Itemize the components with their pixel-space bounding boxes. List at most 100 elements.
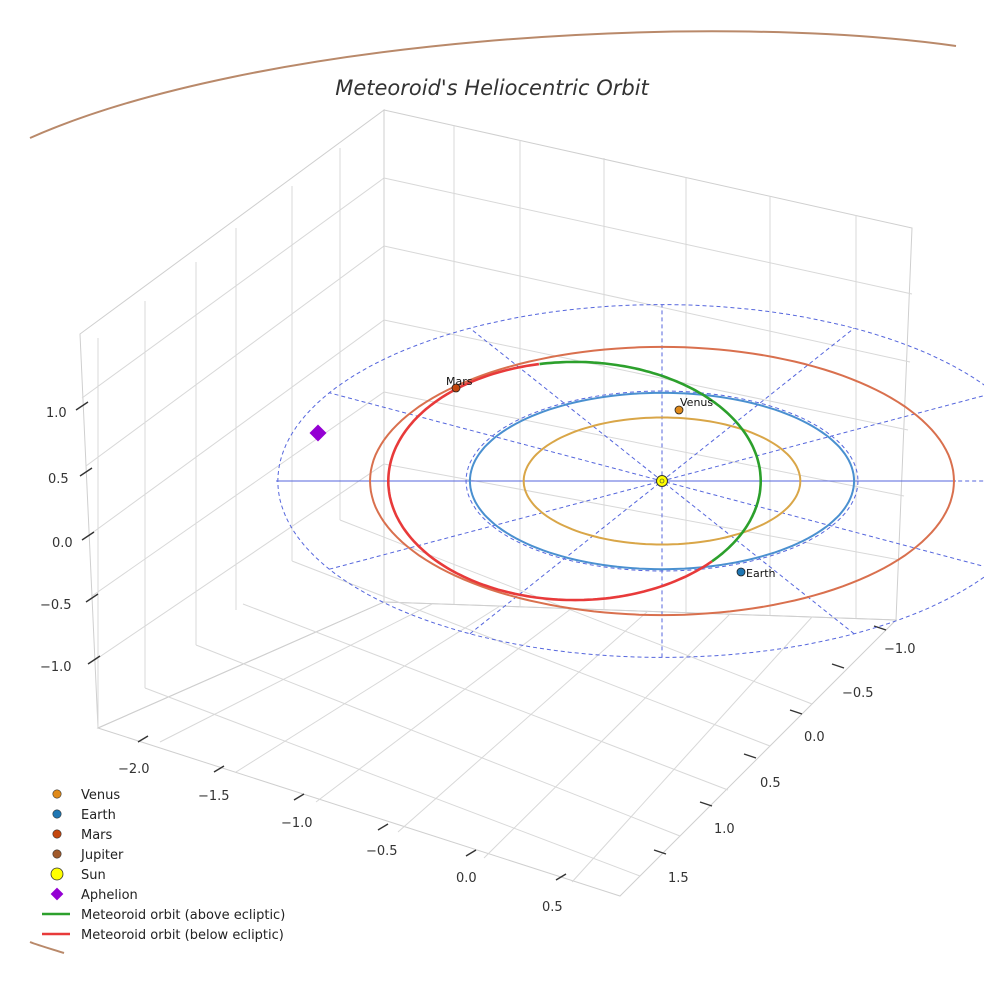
tick-mark (831, 663, 845, 669)
ecliptic-reference-grid (276, 304, 984, 658)
y-tick-labels: −1.0 −0.5 0.0 0.5 1.0 1.5 (668, 642, 916, 886)
axes-box (75, 109, 913, 897)
x-tick-label: −1.0 (281, 816, 313, 831)
mars-orbit (368, 345, 955, 617)
jupiter-orbit-arc-bottom (29, 941, 65, 954)
z-tick-label: 1.0 (46, 406, 67, 421)
tick-mark (555, 873, 567, 881)
tick-mark (377, 823, 389, 831)
tick-mark (743, 753, 757, 759)
grid-line (81, 177, 385, 399)
legend-marker-mars (52, 829, 62, 839)
venus-marker (674, 405, 684, 415)
tick-mark (789, 709, 803, 715)
x-tick-labels: −2.0 −1.5 −1.0 −0.5 0.0 0.5 (118, 762, 563, 915)
legend-marker-earth (52, 809, 62, 819)
celestial-bodies: Venus Earth Mars (309, 375, 776, 580)
tick-mark (699, 801, 713, 807)
grid-line (315, 607, 573, 803)
grid-line (242, 603, 729, 791)
back-right-pane-grid (383, 109, 913, 621)
earth-label: Earth (746, 567, 776, 580)
grid-line (483, 613, 731, 859)
z-tick-marks (75, 401, 101, 665)
floor-pane (96, 601, 898, 897)
z-tick-label: −0.5 (40, 598, 72, 613)
meteoroid-orbit (387, 360, 762, 602)
grid-line (85, 245, 385, 467)
legend-label: Meteoroid orbit (above ecliptic) (81, 908, 285, 923)
chart-title: Meteoroid's Heliocentric Orbit (335, 76, 649, 100)
floor-pane-grid (96, 519, 898, 897)
legend-label: Jupiter (80, 848, 124, 863)
grid-line (235, 605, 501, 773)
z-tick-label: 0.5 (48, 472, 69, 487)
tick-mark (87, 655, 101, 665)
grid-line (87, 319, 385, 537)
y-tick-label: 0.5 (760, 776, 781, 791)
legend-marker-aphelion (50, 887, 64, 901)
legend-label: Venus (81, 788, 120, 803)
x-tick-label: −0.5 (366, 844, 398, 859)
y-tick-label: 0.0 (804, 730, 825, 745)
legend-marker-jupiter (52, 849, 62, 859)
sun-core (659, 478, 665, 484)
y-tick-label: −0.5 (842, 686, 874, 701)
x-tick-label: 0.0 (456, 871, 477, 886)
grid-line (397, 610, 649, 833)
grid-line (383, 177, 913, 295)
z-tick-label: 0.0 (52, 536, 73, 551)
sun-marker (656, 475, 668, 487)
legend-marker-venus (52, 789, 62, 799)
z-tick-label: −1.0 (40, 660, 72, 675)
tick-mark (79, 467, 93, 477)
tick-mark (81, 531, 95, 541)
grid-line (383, 391, 905, 497)
tick-mark (75, 401, 89, 411)
grid-line (159, 603, 433, 743)
y-tick-label: 1.5 (668, 871, 689, 886)
x-tick-label: −1.5 (198, 789, 230, 804)
grid-line (144, 687, 641, 877)
legend-label: Aphelion (81, 888, 138, 903)
legend-marker-sun (50, 867, 64, 881)
tick-mark (873, 625, 887, 631)
y-tick-label: 1.0 (714, 822, 735, 837)
grid-line (571, 616, 813, 883)
y-tick-marks (653, 625, 887, 855)
legend-label: Sun (81, 868, 106, 883)
venus-orbit (522, 416, 802, 546)
x-tick-label: 0.5 (542, 900, 563, 915)
back-left-pane-grid (79, 109, 385, 729)
jupiter-orbit (29, 30, 957, 954)
earth-orbit (468, 391, 856, 571)
earth-marker (736, 567, 746, 577)
tick-mark (465, 849, 477, 857)
legend: Venus Earth Mars Jupiter Sun Aphelion Meteoroi… (42, 788, 285, 943)
grid-line (291, 560, 771, 747)
tick-mark (293, 793, 305, 801)
tick-mark (137, 735, 149, 743)
meteoroid-orbit-above (539, 360, 762, 563)
tick-mark (653, 849, 667, 855)
grid-line (383, 463, 901, 561)
grid-line (339, 519, 813, 705)
tick-mark (213, 765, 225, 773)
aphelion-marker (309, 424, 327, 442)
planet-orbits (368, 345, 955, 617)
legend-label: Meteoroid orbit (below ecliptic) (81, 928, 284, 943)
z-tick-labels: 1.0 0.5 0.0 −0.5 −1.0 (40, 406, 73, 675)
legend-label: Mars (81, 828, 113, 843)
tick-mark (85, 593, 99, 603)
x-tick-label: −2.0 (118, 762, 150, 777)
grid-line (383, 319, 909, 431)
x-tick-marks (137, 735, 567, 881)
grid-line (94, 463, 385, 661)
mars-marker (451, 383, 461, 393)
grid-line (383, 245, 911, 363)
grid-line (195, 644, 681, 837)
mars-label: Mars (446, 375, 473, 388)
legend-label: Earth (81, 808, 116, 823)
grid-line (91, 391, 385, 597)
